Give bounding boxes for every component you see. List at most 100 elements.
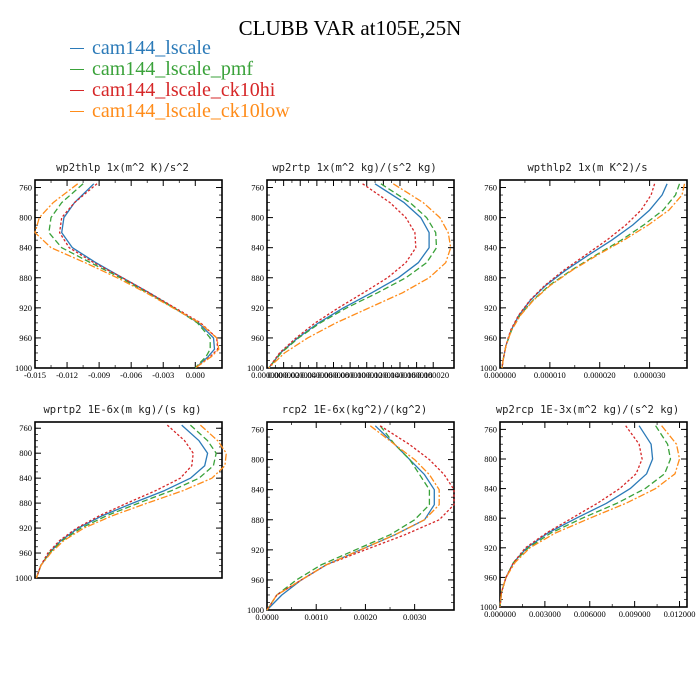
y-tick-label: 1000 xyxy=(247,363,264,373)
series-line xyxy=(266,425,455,611)
x-tick-label: 0.000020 xyxy=(417,370,449,380)
series-line xyxy=(61,183,216,369)
x-tick-label: -0.012 xyxy=(56,370,78,380)
legend-item-lscale-ck10low: cam144_lscale_ck10low xyxy=(66,101,290,122)
y-tick-label: 840 xyxy=(484,484,497,494)
legend-swatch xyxy=(70,69,84,70)
x-tick-label: 0.006000 xyxy=(574,609,606,619)
y-tick-label: 920 xyxy=(484,303,497,313)
y-tick-label: 920 xyxy=(19,303,32,313)
series-line xyxy=(501,183,656,369)
x-tick-label: 0.000014 xyxy=(367,370,400,380)
y-tick-label: 880 xyxy=(19,498,32,508)
x-tick-label: 0.000000 xyxy=(484,609,516,619)
y-tick-label: 1000 xyxy=(15,573,32,583)
x-tick-label: 0.000012 xyxy=(351,370,383,380)
y-tick-label: 920 xyxy=(19,523,32,533)
y-tick-label: 760 xyxy=(484,183,497,193)
y-tick-label: 840 xyxy=(19,243,32,253)
panel-title: wp2rcp 1E-3x(m^2 kg)/(s^2 kg) xyxy=(496,404,679,416)
x-tick-label: -0.009 xyxy=(88,370,110,380)
plot-frame xyxy=(266,421,455,611)
y-tick-label: 800 xyxy=(19,448,32,458)
y-tick-label: 960 xyxy=(251,575,264,585)
x-tick-label: 0.000018 xyxy=(401,370,433,380)
chart-panel: wpthlp2 1x(m K^2)/s 760 800 840 880 920 960 100… xyxy=(480,162,688,380)
x-tick-label: 0.000016 xyxy=(384,370,416,380)
y-tick-label: 920 xyxy=(251,545,264,555)
legend: cam144_lscale cam144_lscale_pmf cam144_l… xyxy=(66,38,290,122)
series-line xyxy=(266,425,431,611)
plot-frame xyxy=(34,421,223,579)
series-line xyxy=(266,425,435,611)
series-line xyxy=(268,183,452,369)
x-tick-label: 0.000020 xyxy=(584,370,616,380)
series-line xyxy=(501,183,668,369)
plot-frame xyxy=(266,179,455,369)
y-tick-label: 880 xyxy=(484,513,497,523)
plot-frame xyxy=(499,421,688,608)
panel-title: rcp2 1E-6x(kg^2)/(kg^2) xyxy=(282,404,427,416)
x-tick-label: 0.000030 xyxy=(634,370,666,380)
series-line xyxy=(35,424,227,579)
legend-item-lscale: cam144_lscale xyxy=(66,38,290,59)
y-tick-label: 840 xyxy=(251,485,264,495)
chart-panel: rcp2 1E-6x(kg^2)/(kg^2) 760 800 840 880 920 96… xyxy=(247,404,455,622)
y-tick-label: 800 xyxy=(484,213,497,223)
y-tick-label: 840 xyxy=(251,243,264,253)
legend-swatch xyxy=(70,111,84,112)
y-tick-label: 760 xyxy=(19,423,32,433)
y-tick-label: 960 xyxy=(19,333,32,343)
legend-label: cam144_lscale_ck10hi xyxy=(92,79,276,101)
plot-frame xyxy=(499,179,688,369)
chart-title: CLUBB VAR at105E,25N xyxy=(238,16,462,40)
chart-panel: wprtp2 1E-6x(m kg)/(s kg) 760 800 840 880 920… xyxy=(15,404,227,583)
x-tick-label: 0.000000 xyxy=(251,370,283,380)
chart-panel: wp2thlp 1x(m^2 K)/s^2 760 800 840 880 920 960 1… xyxy=(15,162,223,380)
x-tick-label: 0.000006 xyxy=(301,370,333,380)
y-tick-label: 840 xyxy=(484,243,497,253)
series-line xyxy=(499,425,681,608)
y-tick-label: 1000 xyxy=(247,605,264,615)
legend-swatch xyxy=(70,48,84,49)
series-line xyxy=(266,425,440,611)
y-tick-label: 880 xyxy=(19,273,32,283)
series-line xyxy=(35,424,194,579)
series-line xyxy=(501,183,686,369)
series-line xyxy=(499,425,654,608)
series-line xyxy=(34,183,220,369)
series-line xyxy=(35,424,209,579)
y-tick-label: 800 xyxy=(19,213,32,223)
series-line xyxy=(35,424,217,579)
x-tick-label: 0.000010 xyxy=(534,370,566,380)
x-tick-label: 0.000008 xyxy=(318,370,350,380)
y-tick-label: 760 xyxy=(19,183,32,193)
legend-item-lscale-ck10hi: cam144_lscale_ck10hi xyxy=(66,80,290,101)
x-tick-label: 0.000002 xyxy=(268,370,300,380)
y-tick-label: 960 xyxy=(484,572,497,582)
panel-title: wprtp2 1E-6x(m kg)/(s kg) xyxy=(43,404,201,416)
y-tick-label: 960 xyxy=(251,333,264,343)
x-tick-label: 0.000010 xyxy=(334,370,366,380)
y-tick-label: 880 xyxy=(251,515,264,525)
chart-panel: wp2rcp 1E-3x(m^2 kg)/(s^2 kg) 760 800 840 88… xyxy=(480,404,695,619)
x-tick-label: 0.000004 xyxy=(284,370,317,380)
y-tick-label: 1000 xyxy=(480,602,497,612)
legend-item-lscale-pmf: cam144_lscale_pmf xyxy=(66,59,290,80)
y-tick-label: 920 xyxy=(484,543,497,553)
x-tick-label: 0.0020 xyxy=(354,612,377,622)
y-tick-label: 960 xyxy=(19,548,32,558)
x-tick-label: 0.0000 xyxy=(255,612,278,622)
x-tick-label: 0.000000 xyxy=(484,370,516,380)
y-tick-label: 880 xyxy=(484,273,497,283)
series-line xyxy=(48,183,211,369)
x-tick-label: 0.009000 xyxy=(619,609,651,619)
y-tick-label: 880 xyxy=(251,273,264,283)
y-tick-label: 840 xyxy=(19,473,32,483)
series-line xyxy=(268,183,417,369)
series-line xyxy=(501,183,681,369)
series-line xyxy=(58,183,219,369)
legend-label: cam144_lscale_ck10low xyxy=(92,100,290,122)
panel-title: wp2thlp 1x(m^2 K)/s^2 xyxy=(56,162,189,174)
y-tick-label: 760 xyxy=(484,424,497,434)
